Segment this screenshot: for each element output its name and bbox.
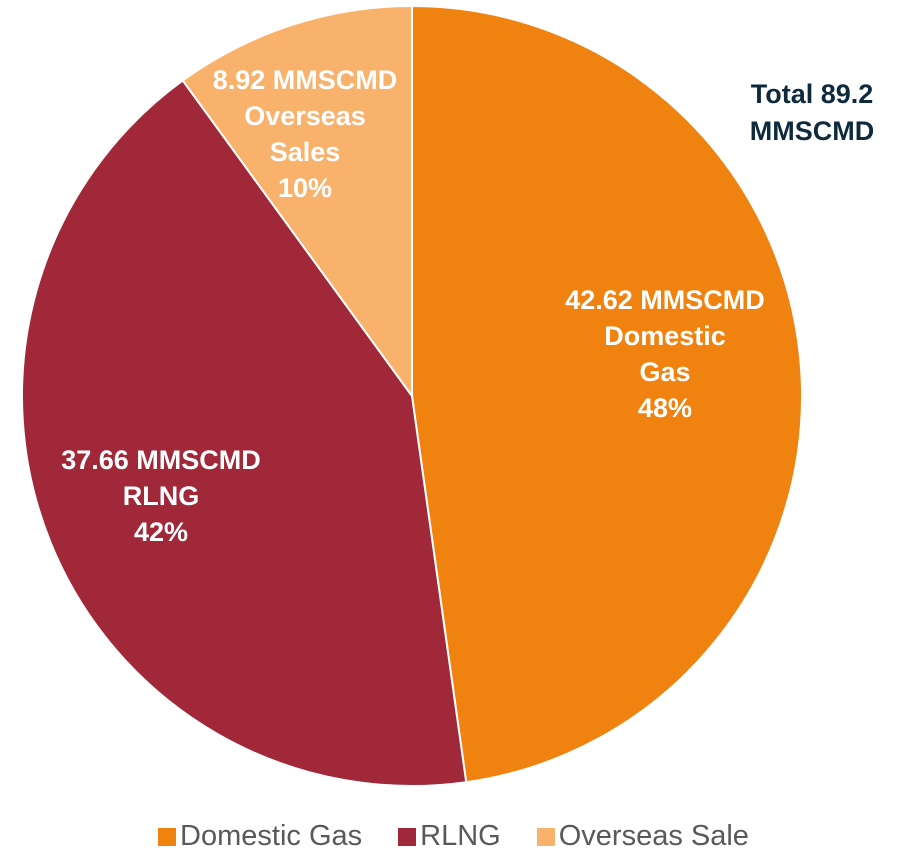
percent-label: 42% (133, 517, 189, 547)
legend-item: RLNG (398, 820, 501, 853)
data-label: 42.62 MMSCMD Domestic Gas 48% (565, 282, 765, 426)
legend-label: Overseas Sale (558, 820, 749, 852)
legend-swatch (536, 827, 555, 846)
pie-slice (181, 4, 413, 400)
legend-item: Domestic Gas (158, 820, 362, 853)
value-label: 37.66 MMSCMD (61, 445, 261, 475)
value-label: 42.62 MMSCMD (565, 285, 765, 315)
slice-label: Overseas Sales (244, 101, 366, 167)
legend-label: Domestic Gas (180, 820, 363, 852)
slice-label: RLNG (122, 481, 200, 511)
value-label: 8.92 MMSCMD (212, 65, 398, 95)
legend-item: Overseas Sale (536, 820, 749, 853)
pie-slice (21, 79, 468, 787)
legend-swatch (158, 827, 177, 846)
annotation: Total 89.2 MMSCMD (749, 79, 875, 146)
pie-slice (411, 4, 803, 784)
percent-label: 48% (637, 393, 693, 423)
legend: Domestic Gas RLNG Overseas Sale (0, 820, 907, 853)
data-label: 8.92 MMSCMD Overseas Sales 10% (213, 62, 398, 206)
data-label: 37.66 MMSCMD RLNG 42% (61, 442, 261, 550)
slice-label: Domestic Gas (604, 321, 726, 387)
percent-label: 10% (277, 173, 333, 203)
legend-swatch (398, 827, 417, 846)
legend-label: RLNG (420, 820, 501, 852)
